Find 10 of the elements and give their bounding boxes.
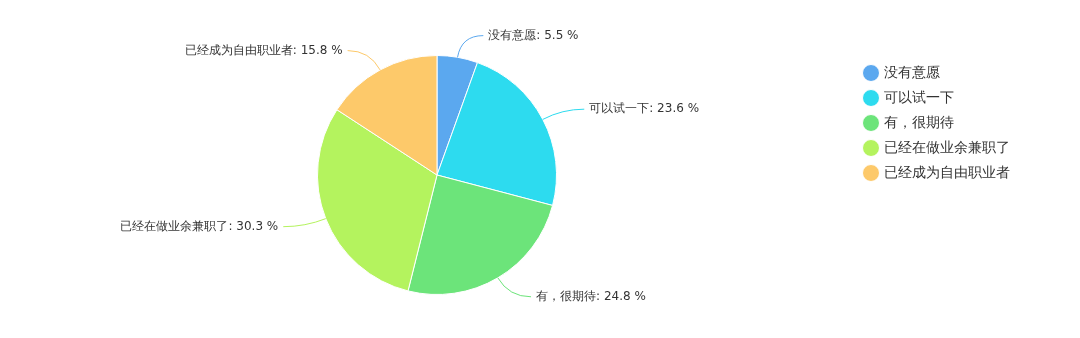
legend-label: 已经成为自由职业者 (884, 163, 1010, 180)
legend-label: 可以试一下 (884, 88, 954, 105)
data-label: 可以试一下: 23.6 % (589, 101, 700, 116)
data-label: 没有意愿: 5.5 % (488, 27, 579, 42)
data-label: 有，很期待: 24.8 % (536, 288, 646, 303)
legend-label: 已经在做业余兼职了 (884, 138, 1010, 155)
data-label: 已经在做业余兼职了: 30.3 % (120, 218, 279, 233)
data-label: 已经成为自由职业者: 15.8 % (184, 42, 343, 57)
legend-label: 有，很期待 (884, 113, 954, 130)
legend-label: 没有意愿 (884, 63, 940, 80)
